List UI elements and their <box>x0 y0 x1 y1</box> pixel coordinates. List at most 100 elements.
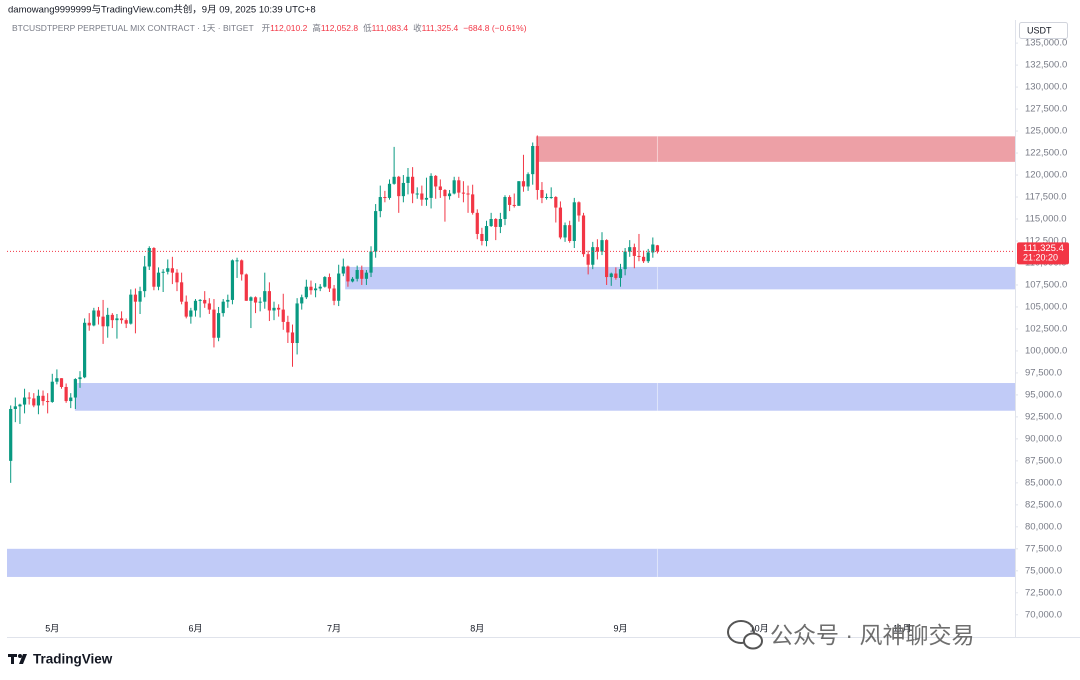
candle-body <box>628 247 632 252</box>
y-tick-label: 75,000.0 <box>1025 565 1062 576</box>
candle-body <box>175 272 179 283</box>
candle-body <box>332 288 336 301</box>
candle-body <box>397 176 401 197</box>
candle-body <box>189 310 193 317</box>
zone <box>535 136 1015 162</box>
candle-body <box>18 404 22 407</box>
candle-body <box>193 300 198 311</box>
candle-body <box>313 288 318 291</box>
candle-body <box>609 273 613 278</box>
y-tick-label: 80,000.0 <box>1025 521 1062 532</box>
candle-body <box>383 197 387 199</box>
candle-body <box>443 189 447 197</box>
candle-body <box>489 219 493 227</box>
candle-body <box>600 240 604 252</box>
candle-body <box>50 381 54 402</box>
logo-shape <box>19 654 27 664</box>
candle-body <box>180 282 184 302</box>
candle-body <box>46 401 50 403</box>
candle-body <box>346 266 350 282</box>
candle-body <box>581 215 586 255</box>
candle-body <box>531 146 535 175</box>
candle-body <box>119 318 124 321</box>
zone <box>7 548 1015 577</box>
candle-body <box>36 395 41 406</box>
candle-body <box>614 273 618 278</box>
candle-body <box>32 398 36 406</box>
candle-body <box>253 297 258 303</box>
candle-body <box>9 408 13 461</box>
candle-body <box>554 197 558 208</box>
watermark-icon <box>727 620 763 650</box>
candle-body <box>96 310 101 317</box>
candle-body <box>161 271 165 273</box>
candle-body <box>452 180 456 194</box>
candle-body <box>401 182 405 197</box>
candle-body <box>415 193 419 195</box>
candle-body <box>156 272 161 287</box>
legend-value: 112,010.2 <box>270 23 307 33</box>
y-tick-label: 97,500.0 <box>1025 367 1062 378</box>
candle-body <box>360 270 364 279</box>
legend: BTCUSDTPERP PERPETUAL MIX CONTRACT · 1天 … <box>12 23 527 33</box>
candle-body <box>221 301 225 314</box>
candle-body <box>480 233 484 241</box>
y-tick-label: 95,000.0 <box>1025 389 1062 400</box>
legend-value: 111,325.4 <box>422 23 459 33</box>
candle-body <box>641 256 646 262</box>
candle-body <box>286 321 290 333</box>
logo: TradingView <box>8 652 113 667</box>
candle-body <box>535 146 539 190</box>
candle-body <box>295 303 299 344</box>
candle-body <box>272 307 276 311</box>
candle-body <box>133 294 138 302</box>
y-tick-label: 122,500.0 <box>1025 148 1067 159</box>
candle-body <box>447 193 452 197</box>
candle-body <box>244 274 248 301</box>
y-tick-label: 82,500.0 <box>1025 499 1062 510</box>
candle-body <box>166 268 170 272</box>
candle-body <box>586 254 590 265</box>
zone <box>74 383 1016 411</box>
candle-body <box>277 307 281 310</box>
candle-body <box>572 202 576 241</box>
candle-body <box>170 268 174 273</box>
candle-body <box>411 176 415 194</box>
candle-body <box>249 297 253 301</box>
price-label-box <box>1017 242 1069 265</box>
candle-body <box>350 278 355 282</box>
y-tick-label: 117,500.0 <box>1025 192 1067 203</box>
y-tick-label: 85,000.0 <box>1025 477 1062 488</box>
candle-body <box>494 219 498 227</box>
candle-body <box>263 291 267 302</box>
candle-body <box>101 316 105 327</box>
candle-body <box>87 322 91 326</box>
countdown: 21:20:20 <box>1023 253 1058 263</box>
legend-key: 低 <box>363 23 372 33</box>
candle-body <box>498 219 502 227</box>
y-tick-label: 130,000.0 <box>1025 82 1067 93</box>
candle-body <box>69 397 73 402</box>
candle-body <box>508 197 512 205</box>
y-tick-label: 92,500.0 <box>1025 411 1062 422</box>
candle-body <box>147 248 151 267</box>
legend-change: −684.8 (−0.61%) <box>463 23 526 33</box>
x-tick-label: 7月 <box>327 623 341 633</box>
price-label: 111,325.4 <box>1023 243 1064 254</box>
candle-body <box>637 255 641 257</box>
candle-body <box>392 176 396 184</box>
y-tick-label: 90,000.0 <box>1025 433 1062 444</box>
candle-body <box>521 181 526 187</box>
legend-key: 高 <box>312 23 321 33</box>
logo-shape <box>18 654 22 658</box>
candle-body <box>466 193 470 195</box>
header: damowang9999999与TradingView.com共创，9月 09,… <box>8 4 316 16</box>
y-tick-label: 87,500.0 <box>1025 455 1062 466</box>
candle-body <box>558 207 563 238</box>
candle-body <box>138 291 142 302</box>
x-tick-label: 10月 <box>750 623 769 633</box>
candle-body <box>290 332 295 344</box>
brand: TradingView <box>33 652 113 667</box>
